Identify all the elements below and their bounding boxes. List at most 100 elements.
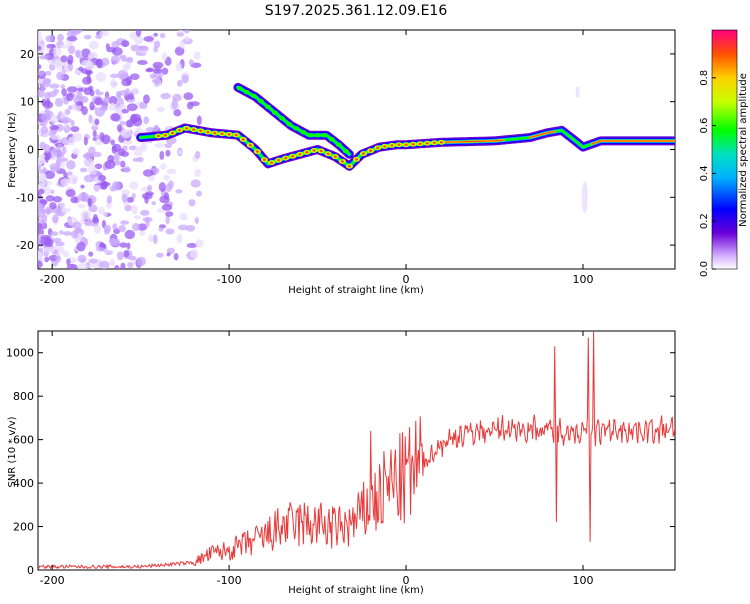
- noise-blob: [80, 258, 86, 263]
- trace-blob-core: [354, 158, 359, 161]
- snr-line: [38, 331, 675, 570]
- noise-blob: [140, 209, 150, 216]
- noise-blob: [92, 130, 97, 137]
- noise-blob: [100, 104, 108, 112]
- trace-blob: [314, 132, 321, 138]
- noise-blob: [118, 90, 129, 96]
- trace-blob-core: [383, 145, 387, 148]
- noise-blob: [112, 223, 118, 231]
- noise-blob: [120, 262, 126, 269]
- noise-blob: [67, 45, 76, 55]
- noise-blob: [55, 254, 62, 263]
- trace-blob: [335, 142, 342, 147]
- noise-blob: [114, 265, 120, 269]
- noise-blob: [145, 218, 150, 228]
- noise-blob: [160, 163, 167, 170]
- noise-blob: [49, 83, 60, 89]
- noise-blob: [63, 250, 70, 258]
- noise-blob: [65, 92, 74, 102]
- noise-blob: [175, 189, 183, 194]
- noise-blob: [126, 242, 131, 250]
- noise-blob: [70, 196, 79, 204]
- trace-blob-core: [319, 149, 323, 153]
- noise-blob: [38, 164, 42, 172]
- noise-blob: [165, 183, 172, 192]
- spectrogram-ytick-label: 20: [20, 48, 34, 61]
- noise-blob: [133, 215, 141, 220]
- noise-blob: [196, 115, 202, 126]
- spectrogram-xtick-label: 100: [572, 273, 593, 286]
- trace-blob: [286, 121, 293, 127]
- noise-blob: [121, 40, 130, 48]
- noise-blob: [161, 52, 168, 61]
- noise-blob: [66, 171, 73, 176]
- noise-blob: [131, 222, 140, 232]
- noise-blob: [52, 195, 63, 203]
- noise-blob: [128, 181, 139, 190]
- noise-blob: [161, 67, 169, 75]
- noise-blob: [43, 150, 52, 161]
- noise-blob: [119, 54, 127, 59]
- noise-blob: [88, 40, 99, 50]
- noise-blob: [179, 39, 185, 49]
- spectrogram-ytick-label: 10: [20, 96, 34, 109]
- trace-blob-core: [340, 160, 344, 163]
- noise-blob: [38, 200, 41, 206]
- noise-blob: [194, 217, 199, 224]
- noise-blob: [99, 132, 105, 142]
- noise-blob: [53, 47, 62, 57]
- noise-blob: [96, 247, 105, 252]
- trace-blob: [342, 148, 349, 154]
- noise-blob: [79, 167, 88, 173]
- noise-blob: [94, 118, 100, 126]
- noise-blob: [153, 124, 160, 132]
- noise-blob: [38, 228, 45, 237]
- noise-blob: [95, 134, 101, 140]
- noise-blob: [121, 108, 130, 114]
- noise-blob: [196, 190, 202, 197]
- noise-blob: [49, 124, 60, 131]
- noise-blob: [70, 126, 80, 132]
- noise-blob: [56, 71, 64, 81]
- noise-blob: [177, 79, 183, 87]
- trace-blob: [265, 104, 272, 110]
- noise-blob: [57, 246, 65, 255]
- trace-blob-core: [262, 158, 267, 161]
- noise-blob: [87, 166, 98, 175]
- noise-blob: [158, 227, 164, 232]
- noise-blob: [119, 242, 128, 248]
- noise-blob: [165, 211, 174, 217]
- noise-blob: [77, 203, 86, 208]
- noise-blob: [44, 246, 55, 253]
- noise-blob: [38, 64, 42, 70]
- trace-blob-core: [326, 152, 330, 156]
- trace-blob: [300, 130, 307, 135]
- noise-blob: [137, 223, 148, 231]
- trace-blob-core: [284, 156, 288, 160]
- noise-blob: [92, 216, 100, 224]
- noise-blob: [38, 260, 43, 269]
- noise-blob: [124, 204, 132, 212]
- noise-blob: [38, 70, 45, 76]
- noise-blob: [174, 46, 185, 56]
- noise-blob: [171, 99, 178, 110]
- trace-blob-core: [255, 150, 260, 153]
- noise-blob: [87, 51, 98, 60]
- noise-blob: [66, 160, 76, 170]
- noise-blob: [190, 248, 199, 259]
- noise-blob: [77, 87, 84, 92]
- noise-blob: [176, 233, 183, 244]
- noise-blob: [147, 184, 153, 192]
- trace-blob-core: [347, 165, 352, 168]
- noise-blob: [38, 30, 42, 39]
- colorbar-label: Normalized spectral amplitude: [738, 73, 749, 227]
- spectrogram-ytick-label: -10: [16, 191, 34, 204]
- noise-blob: [57, 33, 64, 42]
- noise-blob: [39, 172, 47, 180]
- noise-blob: [58, 202, 67, 209]
- trace-blob-core: [248, 143, 252, 147]
- noise-blob: [76, 241, 86, 252]
- noise-blob: [123, 166, 131, 173]
- trace-blob: [328, 137, 335, 142]
